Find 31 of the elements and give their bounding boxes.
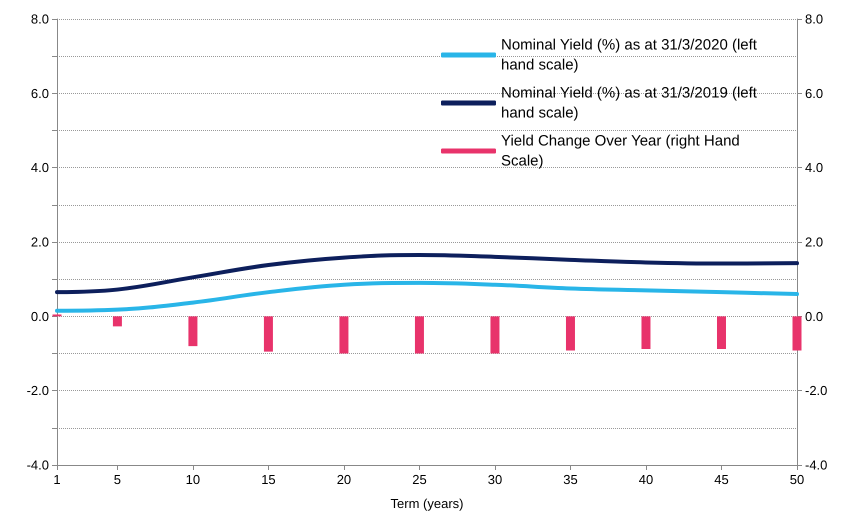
x-tick-label: 50 (790, 472, 804, 487)
x-tick-label: 5 (114, 472, 122, 487)
line-series (55, 280, 799, 313)
y2-tick-label: 2.0 (805, 234, 824, 250)
x-tick-label: 35 (563, 472, 578, 487)
y-tick-label: 2.0 (30, 234, 49, 250)
y-tick-label: 8.0 (30, 12, 49, 26)
x-tick-label: 45 (714, 472, 729, 487)
x-axis-title: Term (years) (390, 496, 464, 511)
legend-label: Nominal Yield (%) as at 31/3/2020 (left hand scale) (501, 36, 762, 74)
x-tick-label: 20 (336, 472, 352, 487)
line-series (55, 253, 799, 294)
y2-tick-label: -2.0 (805, 383, 828, 398)
x-tick-label: 10 (186, 472, 200, 487)
y2-tick-label: 0.0 (805, 308, 824, 324)
y-tick-label: -4.0 (26, 458, 49, 472)
y-tick-label: 0.0 (30, 308, 49, 324)
x-tick-label: 25 (412, 472, 427, 487)
y-tick-label: 4.0 (30, 160, 49, 176)
y2-tick-label: -4.0 (805, 458, 828, 472)
y2-tick-label: 6.0 (805, 86, 824, 101)
legend-label: Nominal Yield (%) as at 31/3/2019 (left hand scale) (501, 84, 762, 122)
y2-tick-label: 4.0 (805, 160, 824, 176)
y2-tick-label: 8.0 (805, 12, 824, 26)
x-tick-label: 1 (53, 472, 61, 487)
x-tick-label: 40 (638, 472, 654, 487)
x-tick-label: 30 (488, 472, 502, 487)
x-tick-label: 15 (261, 472, 276, 487)
y-tick-label: 6.0 (30, 86, 49, 101)
legend-label: Yield Change Over Year (right Hand Scale) (501, 132, 744, 170)
y-tick-label: -2.0 (26, 383, 49, 398)
